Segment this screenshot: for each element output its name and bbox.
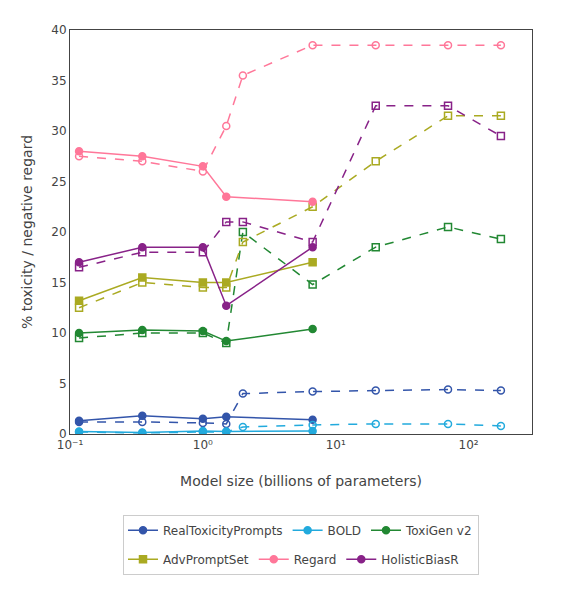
svg-text:35: 35	[51, 74, 66, 88]
svg-text:% toxicity / negative regard: % toxicity / negative regard	[19, 135, 35, 329]
svg-text:10: 10	[51, 326, 66, 340]
svg-text:HolisticBiasR: HolisticBiasR	[381, 553, 458, 567]
svg-text:BOLD: BOLD	[328, 524, 361, 538]
svg-text:10⁻¹: 10⁻¹	[57, 438, 84, 452]
svg-text:AdvPromptSet: AdvPromptSet	[163, 553, 249, 567]
svg-text:5: 5	[59, 377, 67, 391]
svg-text:RealToxicityPrompts: RealToxicityPrompts	[163, 524, 283, 538]
svg-text:10²: 10²	[459, 438, 479, 452]
svg-text:15: 15	[51, 276, 66, 290]
svg-text:0: 0	[59, 427, 67, 441]
svg-text:10¹: 10¹	[326, 438, 346, 452]
svg-text:25: 25	[51, 175, 66, 189]
svg-text:Model size (billions of parame: Model size (billions of parameters)	[180, 473, 422, 489]
svg-text:Regard: Regard	[294, 553, 337, 567]
svg-text:10⁰: 10⁰	[193, 438, 213, 452]
svg-text:20: 20	[51, 225, 66, 239]
svg-text:40: 40	[51, 23, 66, 37]
svg-text:ToxiGen v2: ToxiGen v2	[405, 524, 472, 538]
svg-text:30: 30	[51, 124, 66, 138]
